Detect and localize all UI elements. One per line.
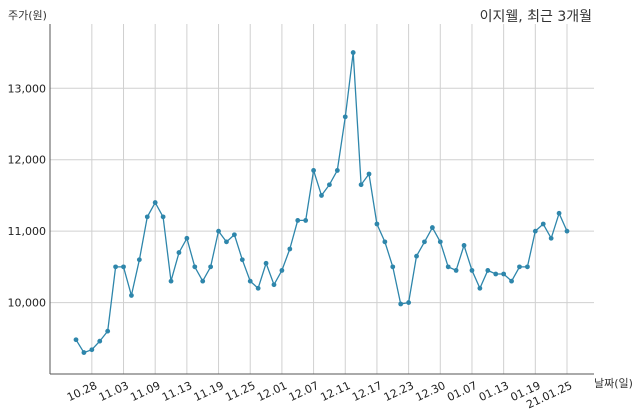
data-point [485,268,491,273]
data-point [540,221,546,227]
data-point [556,210,562,216]
data-point [445,264,451,270]
data-point [334,168,340,173]
data-point [73,337,79,343]
x-tick-label: 11.25 [223,379,257,404]
x-tick-label: 12.11 [318,379,352,404]
data-point [517,264,522,270]
x-tick-labels: 10.2811.0311.0911.1311.1911.2512.0112.07… [65,379,574,411]
data-point [81,350,87,355]
grid-lines [50,24,594,374]
data-point [461,243,467,248]
data-point [184,235,190,241]
data-point [327,182,332,188]
x-tick-label: 12.30 [414,379,448,404]
x-tick-label: 11.13 [160,379,194,404]
x-tick-label: 12.17 [350,379,384,404]
data-point [176,250,182,255]
data-point [263,260,269,266]
data-point [200,278,206,284]
price-line [75,52,568,354]
data-point [144,214,150,220]
data-point [469,268,475,273]
data-point [429,225,435,230]
data-point [136,257,142,263]
y-tick-label: 10,000 [8,297,47,310]
data-point [382,239,388,245]
series-group [73,50,570,355]
data-point [437,239,443,245]
data-point [453,268,459,273]
data-point [239,257,245,263]
x-tick-label: 11.03 [97,379,131,404]
data-point [477,285,483,291]
data-point [121,264,126,270]
data-point [548,235,554,241]
data-point [255,285,261,291]
data-point [525,264,530,270]
axes [49,24,594,375]
data-point [113,264,118,270]
data-point [493,271,499,277]
y-tick-labels: 10,000 11,000 12,000 13,000 [8,82,47,309]
x-tick-label: 12.01 [255,379,289,404]
data-point [216,228,221,234]
x-tick-label: 01.13 [477,379,511,404]
data-point [271,282,277,288]
data-point [168,278,174,284]
data-point [129,293,134,298]
data-point [160,214,166,220]
data-point [295,218,301,223]
data-point [287,246,293,252]
data-point [406,300,412,305]
data-point [350,50,356,55]
data-point [105,328,111,334]
y-axis-label: 주가(원) [8,9,47,22]
data-point [398,301,404,307]
x-tick-label: 12.23 [382,379,416,404]
data-point [279,268,285,273]
data-point [366,171,372,177]
data-point [319,193,324,198]
chart-title: 이지웰, 최근 3개월 [479,9,592,25]
data-point [342,114,348,120]
data-point [374,221,380,227]
data-point [564,228,570,234]
data-point [311,168,316,173]
data-point [208,264,214,270]
data-point [89,347,95,353]
data-point [532,228,538,234]
data-point [414,253,419,259]
x-tick-label: 10.28 [65,379,99,404]
data-point [97,338,103,344]
data-point [358,182,364,188]
y-tick-label: 11,000 [8,225,47,238]
data-point [501,271,507,277]
data-point [224,239,229,245]
data-point [390,264,396,270]
data-point [247,278,253,284]
data-point [422,239,427,245]
x-tick-label: 11.09 [128,379,162,404]
x-tick-label: 11.19 [192,379,226,404]
y-tick-label: 12,000 [8,154,47,167]
data-point [231,232,237,238]
data-point [303,218,309,223]
y-tick-label: 13,000 [8,82,47,95]
x-axis-label: 날짜(일) [594,377,633,390]
data-point [509,278,514,284]
data-point [152,200,158,205]
data-point [192,264,198,270]
x-tick-label: 01.07 [445,379,479,404]
x-tick-label: 12.07 [287,379,321,404]
